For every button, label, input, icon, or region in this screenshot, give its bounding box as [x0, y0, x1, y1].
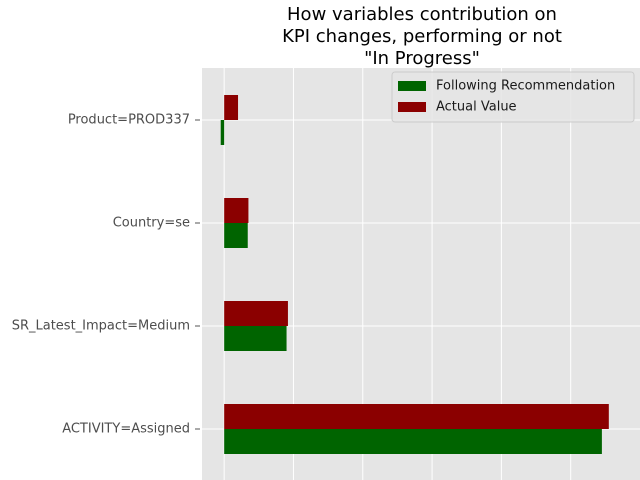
legend: Following Recommendation Actual Value — [391, 71, 635, 123]
bar-actual-value — [224, 404, 609, 429]
legend-swatch — [398, 102, 426, 112]
bars — [220, 95, 609, 454]
y-tick-label: SR_Latest_Impact=Medium — [12, 319, 190, 334]
y-axis-tick-labels: Product=PROD337 Country=se SR_Latest_Impac… — [12, 113, 200, 437]
chart-title-line: How variables contribution on — [287, 4, 557, 25]
legend-label: Actual Value — [436, 100, 517, 115]
y-tick-label: Product=PROD337 — [68, 113, 190, 128]
legend-box — [391, 71, 635, 123]
bar-following-recommendation — [224, 326, 287, 351]
bar-following-recommendation — [220, 120, 225, 145]
y-tick-label: ACTIVITY=Assigned — [62, 422, 190, 437]
legend-swatch — [398, 81, 426, 91]
bar-following-recommendation — [224, 223, 248, 248]
bar-actual-value — [224, 301, 288, 326]
chart-title-line: KPI changes, performing or not — [282, 26, 562, 47]
legend-label: Following Recommendation — [436, 79, 615, 94]
bar-following-recommendation — [224, 429, 602, 454]
chart-title-line: "In Progress" — [364, 48, 480, 69]
y-tick-label: Country=se — [113, 216, 190, 231]
bar-actual-value — [224, 95, 239, 120]
bar-actual-value — [224, 198, 249, 223]
